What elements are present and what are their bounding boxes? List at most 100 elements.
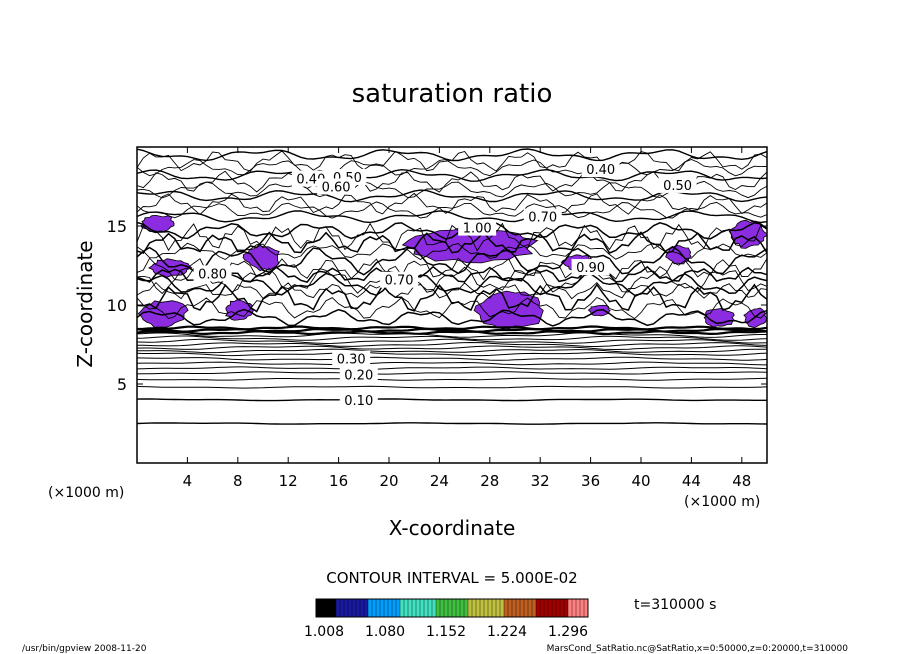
contour-line — [137, 356, 767, 361]
supersaturated-region — [242, 245, 280, 272]
contour-label-bg — [193, 265, 232, 282]
contour-labels: 0.100.200.300.400.500.400.500.600.701.00… — [193, 161, 697, 409]
colorbar-segment — [484, 599, 489, 617]
contour-label: 0.80 — [198, 267, 227, 282]
x-axis-label: X-coordinate — [389, 516, 516, 540]
colorbar-segment — [368, 599, 373, 617]
contour-line — [137, 345, 767, 351]
contour-line — [137, 325, 767, 331]
colorbar-tick-label: 1.152 — [426, 624, 466, 640]
supersaturated-region — [703, 308, 735, 328]
x-tick-label: 40 — [631, 472, 650, 490]
colorbar-segment — [520, 599, 525, 617]
contour-line — [137, 221, 767, 240]
x-tick-label: 12 — [279, 472, 298, 490]
colorbar-segment — [516, 599, 521, 617]
contour-label-bg — [571, 259, 610, 276]
x-tick-label: 4 — [183, 472, 193, 490]
colorbar-segment — [340, 599, 345, 617]
contour-line — [137, 332, 767, 338]
colorbar-segment — [388, 599, 393, 617]
x-tick-label: 24 — [430, 472, 449, 490]
contour-line — [137, 398, 767, 402]
colorbar-segment — [544, 599, 549, 617]
colorbar-segment — [328, 599, 333, 617]
x-tick-label: 20 — [379, 472, 398, 490]
y-tick-label: 10 — [107, 296, 127, 315]
colorbar-segment — [432, 599, 437, 617]
colorbar-tick-label: 1.080 — [365, 624, 405, 640]
colorbar-segment — [564, 599, 569, 617]
supersaturated-region — [665, 244, 692, 265]
colorbar-segment — [496, 599, 501, 617]
colorbar-segment — [556, 599, 561, 617]
contour-line — [137, 422, 767, 425]
contour-label-bg — [523, 208, 562, 225]
contour-label-bg — [332, 350, 371, 367]
contour-label-bg — [339, 391, 378, 408]
colorbar-segment — [492, 599, 497, 617]
contour-label-bg — [581, 161, 620, 178]
y-axis-label: Z-coordinate — [73, 240, 97, 367]
contour-line — [137, 159, 767, 177]
colorbar-segment — [352, 599, 357, 617]
colorbar-segment — [576, 599, 581, 617]
contour-line — [137, 385, 767, 389]
colorbar-segment — [336, 599, 341, 617]
contour-line — [137, 281, 767, 300]
colorbar-segment — [512, 599, 517, 617]
contour-label-bg — [317, 178, 356, 195]
contour-label: 0.90 — [576, 261, 605, 276]
y-tick-label: 5 — [117, 375, 127, 394]
contour-label-bg — [658, 176, 697, 193]
colorbar-segment — [464, 599, 469, 617]
x-tick-label: 8 — [233, 472, 243, 490]
colorbar-segment — [456, 599, 461, 617]
contour-label: 1.00 — [463, 222, 492, 237]
colorbar-segment — [552, 599, 557, 617]
colorbar-segment — [420, 599, 425, 617]
colorbar-segment — [428, 599, 433, 617]
contour-line — [137, 180, 767, 199]
contour-label: 0.60 — [322, 181, 351, 196]
colorbar-tick-labels: 1.008 1.080 1.152 1.224 1.296 — [304, 624, 588, 640]
plot-area: 0.100.200.300.400.500.400.500.600.701.00… — [107, 146, 768, 490]
contour-line — [137, 210, 767, 224]
contour-line — [137, 265, 767, 283]
x-tick-label: 32 — [531, 472, 550, 490]
x-tick-label: 16 — [329, 472, 348, 490]
colorbar-frame — [315, 598, 589, 618]
colorbar-segment — [560, 599, 565, 617]
contour-line — [137, 351, 767, 357]
colorbar-segment — [384, 599, 389, 617]
colorbar-segment — [476, 599, 481, 617]
y-unit-label: (×1000 m) — [48, 485, 124, 501]
colorbar-segment — [416, 599, 421, 617]
time-text: t=310000 s — [634, 597, 716, 613]
colorbar-tick-label: 1.008 — [304, 624, 344, 640]
contour-label-bg — [458, 219, 497, 236]
colorbar-segment — [460, 599, 465, 617]
contour-line — [137, 231, 767, 255]
colorbar-segment — [536, 599, 541, 617]
colorbar-segment — [580, 599, 585, 617]
colorbar-segment — [400, 599, 405, 617]
colorbar-segment — [360, 599, 365, 617]
colorbar-segment — [444, 599, 449, 617]
contour-line — [137, 335, 767, 341]
contour-line — [137, 245, 767, 276]
colorbar-segment — [440, 599, 445, 617]
contour-line — [137, 201, 767, 219]
contour-line — [137, 148, 767, 162]
footer-left: /usr/bin/gpview 2008-11-20 — [22, 644, 147, 654]
colorbar-segment — [348, 599, 353, 617]
x-axis-ticks: 4 8 12 16 20 24 28 32 36 40 44 48 — [183, 147, 751, 490]
contour-line — [137, 168, 767, 182]
x-tick-label: 28 — [480, 472, 499, 490]
colorbar-segment — [332, 599, 337, 617]
x-unit-label: (×1000 m) — [684, 494, 760, 510]
contour-line — [137, 283, 767, 313]
contour-lines — [137, 148, 767, 425]
contour-line — [137, 348, 767, 354]
colorbar-segment — [408, 599, 413, 617]
